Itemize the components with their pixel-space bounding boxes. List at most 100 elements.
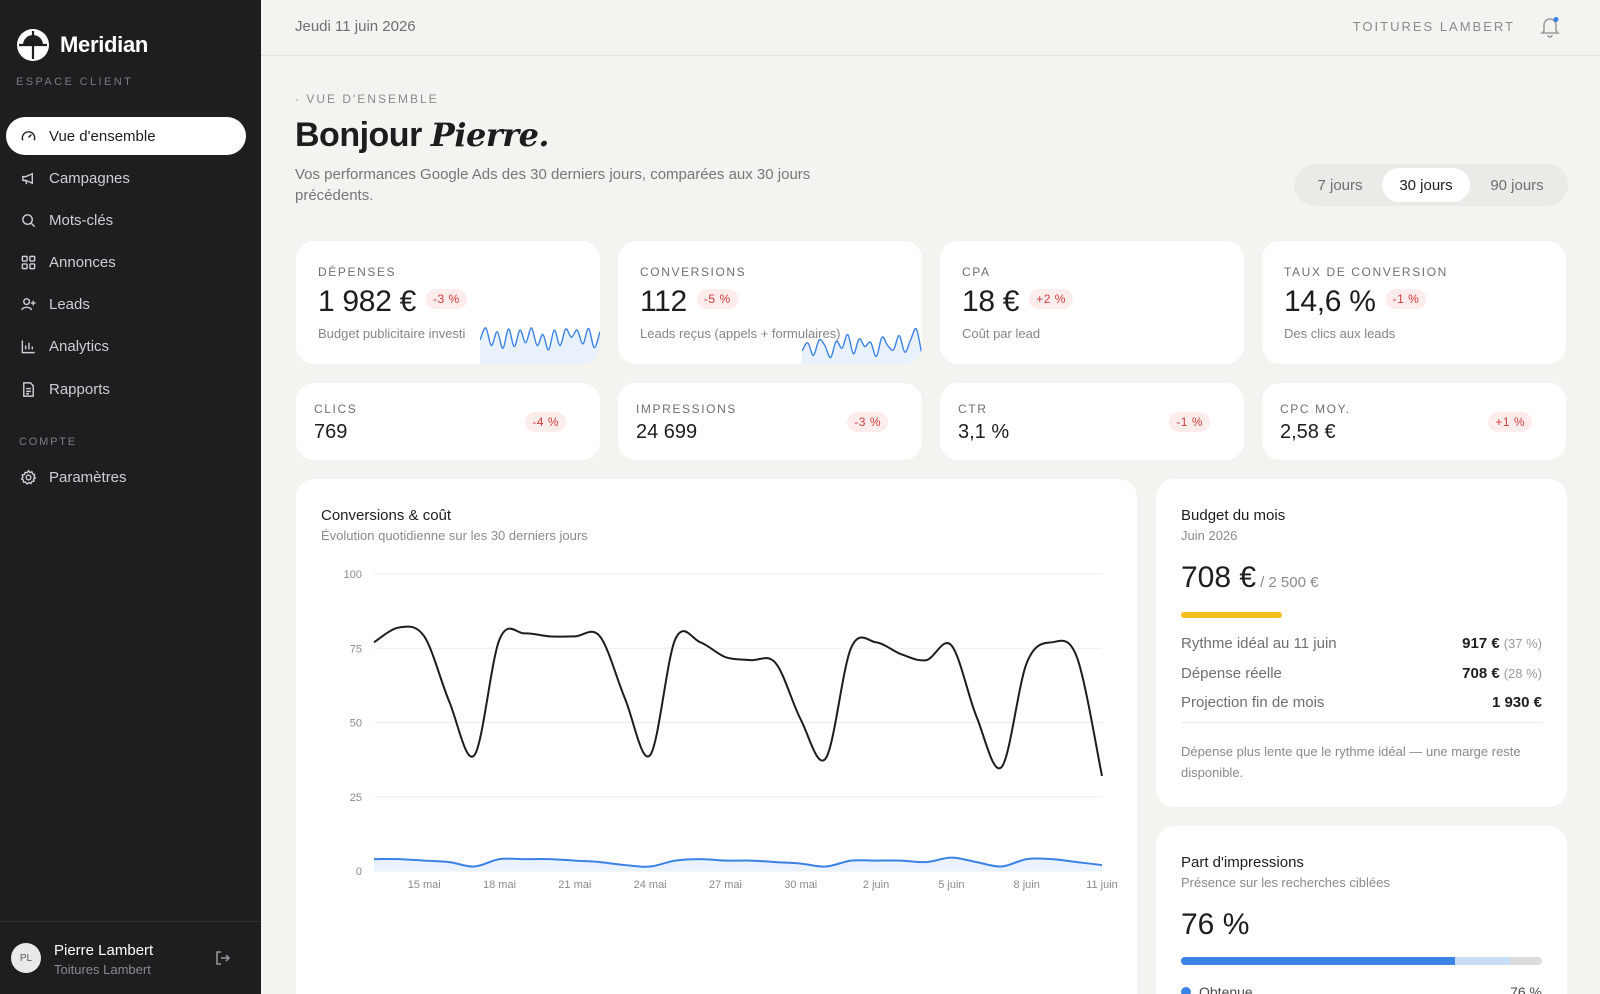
- kpi-value-text: 1 982 €: [318, 285, 416, 318]
- row-label: Dépense réelle: [1181, 665, 1282, 682]
- mini-card-impressions: IMPRESSIONS 24 699 -3 %: [618, 383, 922, 460]
- budget-subtitle: Juin 2026: [1181, 528, 1238, 543]
- mini-label: CPC MOY.: [1280, 402, 1351, 416]
- share-progress-secondary: [1455, 957, 1510, 965]
- sidebar-item-label: Annonces: [49, 254, 116, 272]
- sparkline-area: [802, 328, 922, 364]
- y-tick-label: 100: [344, 569, 362, 581]
- topbar: Jeudi 11 juin 2026 TOITURES LAMBERT: [261, 0, 1600, 56]
- sparkline-area: [480, 327, 600, 364]
- kpi-label: DÉPENSES: [318, 265, 397, 279]
- sidebar-item-label: Paramètres: [49, 468, 127, 486]
- sparkline-line: [802, 327, 922, 359]
- sparkline-spend: [480, 327, 600, 364]
- current-date: Jeudi 11 juin 2026: [295, 18, 416, 35]
- y-tick-label: 0: [356, 866, 362, 878]
- mini-label: CTR: [958, 402, 988, 416]
- kpi-value: 1 982 € -3 %: [318, 285, 467, 319]
- row-value: 1 930 €: [1491, 694, 1542, 711]
- meridian-logo-icon: [17, 29, 49, 61]
- page-eyebrow: · VUE D'ENSEMBLE: [295, 92, 439, 106]
- gear-icon: [20, 468, 37, 485]
- row-value: 917 €: [1462, 635, 1500, 652]
- kpi-value: 112 -5 %: [640, 285, 738, 319]
- budget-row-actual: Dépense réelle 708 € (28 %): [1181, 665, 1542, 682]
- kpi-value: 18 € +2 %: [962, 285, 1073, 319]
- mini-card-cpc: CPC MOY. 2,58 € +1 %: [1262, 383, 1566, 460]
- budget-note: Dépense plus lente que le rythme idéal —…: [1181, 744, 1521, 780]
- mini-value: 3,1 %: [958, 421, 1010, 443]
- sparkline-conversions: [802, 327, 922, 364]
- budget-value: 708 €/ 2 500 €: [1181, 561, 1318, 595]
- share-title: Part d'impressions: [1181, 854, 1304, 871]
- series-line-conversions: [373, 625, 1103, 777]
- sidebar-item-overview[interactable]: Vue d'ensemble: [6, 117, 246, 155]
- x-tick-label: 15 mai: [408, 879, 441, 891]
- share-progress-fill: [1181, 957, 1456, 965]
- sidebar-item-label: Campagnes: [49, 169, 130, 187]
- user-plus-icon: [21, 298, 36, 311]
- legend-label: Obtenue: [1199, 984, 1253, 994]
- account-nav: Paramètres: [6, 458, 246, 500]
- logout-icon[interactable]: [214, 949, 232, 967]
- sidebar: Meridian ESPACE CLIENT Vue d'ensemble Ca…: [0, 0, 261, 994]
- x-tick-label: 18 mai: [483, 879, 516, 891]
- change-badge: -3 %: [847, 412, 888, 432]
- x-tick-label: 21 mai: [558, 879, 591, 891]
- x-tick-label: 24 mai: [634, 879, 667, 891]
- range-90-days[interactable]: 90 jours: [1490, 176, 1544, 194]
- brand[interactable]: Meridian: [16, 28, 148, 62]
- user-company: Toitures Lambert: [54, 962, 151, 977]
- y-tick-label: 25: [350, 792, 362, 804]
- chart-subtitle: Évolution quotidienne sur les 30 dernier…: [321, 528, 588, 543]
- row-label: Projection fin de mois: [1181, 694, 1325, 711]
- sidebar-item-settings[interactable]: Paramètres: [6, 458, 246, 496]
- budget-title: Budget du mois: [1181, 507, 1286, 524]
- sidebar-item-label: Vue d'ensemble: [49, 127, 156, 145]
- conversions-cost-chart-card: 100 75 50 25 0 15 mai 18 mai 21 mai 24 mai 27 mai…: [296, 479, 1137, 994]
- share-subtitle: Présence sur les recherches ciblées: [1181, 875, 1390, 890]
- x-tick-label: 27 mai: [709, 879, 742, 891]
- sidebar-item-analytics[interactable]: Analytics: [6, 328, 246, 366]
- kpi-card-cpa: CPA 18 € +2 % Coût par lead: [940, 241, 1244, 364]
- budget-card: Budget du mois Juin 2026 708 €/ 2 500 € …: [1156, 479, 1567, 807]
- sidebar-item-campaigns[interactable]: Campagnes: [6, 159, 246, 197]
- kpi-label: CPA: [962, 265, 991, 279]
- budget-progress-bar: [1181, 612, 1283, 618]
- x-tick-label: 8 juin: [1014, 879, 1040, 891]
- row-percent: (37 %): [1503, 636, 1542, 651]
- range-7-days[interactable]: 7 jours: [1317, 176, 1363, 194]
- kpi-card-conversions: CONVERSIONS 112 -5 % Leads reçus (appels …: [618, 241, 922, 364]
- sidebar-item-reports[interactable]: Rapports: [6, 370, 246, 408]
- budget-total: / 2 500 €: [1260, 574, 1319, 591]
- brand-name: Meridian: [60, 32, 149, 57]
- brand-subtitle: ESPACE CLIENT: [16, 76, 134, 88]
- sidebar-item-keywords[interactable]: Mots-clés: [6, 201, 246, 239]
- range-30-days[interactable]: 30 jours: [1382, 168, 1470, 202]
- kpi-card-conversion-rate: TAUX DE CONVERSION 14,6 % -1 % Des clics …: [1262, 241, 1566, 364]
- legend-dot: [1181, 987, 1191, 994]
- kpi-note: Des clics aux leads: [1284, 326, 1396, 341]
- kpi-label: CONVERSIONS: [640, 265, 747, 279]
- section-label-account: COMPTE: [19, 436, 77, 448]
- series-area-cost: [374, 857, 1102, 871]
- grid-icon: [21, 255, 36, 270]
- x-tick-label: 2 juin: [863, 879, 889, 891]
- sparkline-line: [480, 327, 600, 351]
- change-badge: -1 %: [1169, 412, 1210, 432]
- main-nav: Vue d'ensemble Campagnes Mots-clés Annon…: [6, 117, 246, 412]
- budget-row-ideal: Rythme idéal au 11 juin 917 € (37 %): [1181, 635, 1542, 652]
- avatar[interactable]: PL: [11, 943, 41, 973]
- sidebar-item-ads[interactable]: Annonces: [6, 244, 246, 282]
- notification-bell-icon[interactable]: [1540, 16, 1560, 38]
- chart-title: Conversions & coût: [321, 507, 452, 524]
- sidebar-item-leads[interactable]: Leads: [6, 286, 246, 324]
- megaphone-icon: [22, 172, 33, 185]
- mini-card-clicks: CLICS 769 -4 %: [296, 383, 600, 460]
- budget-spent: 708 €: [1181, 561, 1257, 594]
- change-badge: +1 %: [1488, 412, 1532, 432]
- sidebar-item-label: Rapports: [49, 380, 110, 398]
- series-line-cost: [373, 856, 1103, 868]
- share-progress-bar: [1181, 957, 1542, 965]
- kpi-note: Coût par lead: [962, 326, 1041, 341]
